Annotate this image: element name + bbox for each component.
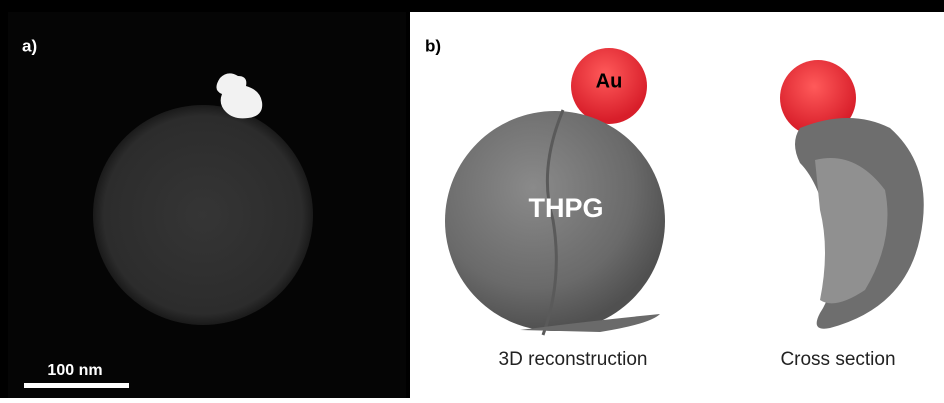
- caption: Cross section: [780, 349, 895, 370]
- caption: 3D reconstruction: [499, 349, 648, 370]
- scale-bar-label: 100 nm: [47, 362, 102, 379]
- panel-label: a): [22, 36, 37, 55]
- cap-label: Au: [596, 70, 623, 92]
- figure: a) 100 nm b) Au THPG 3D reconstruction C…: [0, 0, 944, 398]
- tem-particle: [93, 105, 313, 325]
- particle-label: THPG: [528, 193, 603, 223]
- panel-label: b): [425, 36, 441, 55]
- scale-bar: [24, 383, 129, 388]
